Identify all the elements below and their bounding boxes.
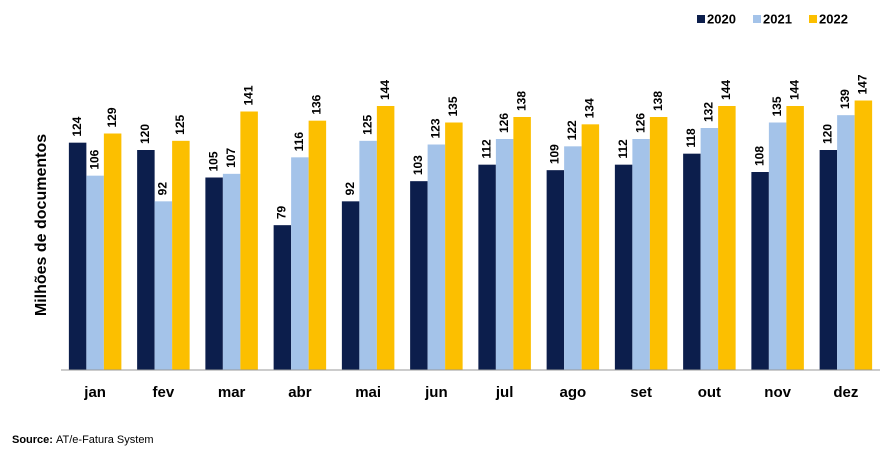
legend-swatch (697, 15, 705, 23)
bar (649, 117, 668, 370)
bar (103, 133, 122, 370)
bar (632, 139, 650, 370)
x-tick-label: mai (355, 384, 381, 401)
bar (445, 122, 463, 370)
value-label: 103 (411, 155, 425, 175)
x-tick-label: dez (833, 384, 858, 401)
bar (513, 117, 531, 370)
bar (222, 173, 241, 370)
bar (341, 201, 360, 370)
value-label: 134 (583, 98, 597, 118)
x-tick-label: fev (153, 384, 175, 401)
bar (427, 144, 446, 370)
value-label: 144 (378, 80, 392, 100)
value-label: 79 (275, 205, 289, 219)
x-tick-label: nov (764, 384, 791, 401)
value-label: 126 (633, 113, 647, 133)
value-label: 138 (651, 91, 665, 111)
value-label: 124 (70, 116, 84, 136)
bar (240, 111, 258, 370)
x-tick-label: ago (560, 384, 587, 401)
bar (768, 122, 787, 370)
y-axis-label: Milhões de documentos (33, 134, 50, 316)
x-tick-label: jun (424, 384, 448, 401)
bar (359, 140, 377, 370)
bar (837, 115, 855, 371)
bar (495, 139, 514, 370)
legend-label: 2021 (763, 11, 792, 26)
value-label: 125 (173, 114, 187, 134)
legend-label: 2022 (819, 11, 848, 26)
value-label: 138 (514, 91, 528, 111)
x-tick-label: out (698, 384, 721, 401)
bar (614, 164, 633, 370)
bar (154, 201, 173, 370)
bar (786, 106, 804, 370)
bar (564, 146, 582, 370)
value-label: 107 (224, 147, 238, 167)
value-label: 118 (684, 128, 698, 148)
value-label: 122 (565, 120, 579, 140)
bar (700, 128, 719, 370)
value-label: 120 (138, 124, 152, 144)
value-label: 141 (241, 85, 255, 105)
value-label: 120 (821, 124, 835, 144)
value-label: 109 (548, 144, 562, 164)
bar (137, 150, 155, 370)
bar (410, 181, 428, 370)
value-label: 132 (702, 102, 716, 122)
value-label: 126 (497, 113, 511, 133)
bar (478, 164, 496, 370)
bar (308, 120, 327, 371)
value-label: 106 (87, 149, 101, 169)
legend-swatch (753, 15, 761, 23)
legend-swatch (809, 15, 817, 23)
value-label: 92 (343, 182, 357, 196)
value-label: 123 (429, 118, 443, 138)
bar (718, 106, 736, 370)
value-label: 105 (206, 151, 220, 171)
source: AT/e-Fatura System (56, 434, 154, 446)
value-label: 116 (292, 132, 306, 152)
x-tick-label: jul (495, 384, 514, 401)
bar (683, 153, 701, 370)
bar (273, 225, 292, 370)
x-tick-label: mar (218, 384, 246, 401)
bar (819, 150, 838, 370)
value-label: 112 (479, 139, 493, 159)
value-label: 136 (310, 94, 324, 114)
bar (86, 175, 104, 370)
bar (376, 106, 395, 370)
value-label: 144 (787, 80, 801, 100)
value-label: 139 (838, 89, 852, 109)
bar (291, 157, 309, 370)
value-label: 144 (719, 80, 733, 100)
value-label: 125 (360, 114, 374, 134)
source-label: Source: (12, 434, 53, 446)
value-label: 112 (616, 139, 630, 159)
bar (205, 177, 223, 370)
value-label: 135 (446, 96, 460, 116)
x-tick-label: set (630, 384, 652, 401)
value-label: 135 (770, 96, 784, 116)
x-tick-label: jan (83, 384, 106, 401)
value-label: 147 (856, 74, 870, 94)
bar (751, 172, 769, 370)
bar (546, 170, 565, 370)
bar (581, 124, 600, 370)
value-label: 108 (752, 146, 766, 166)
x-tick-label: abr (288, 384, 312, 401)
bar (854, 100, 873, 370)
bar (172, 140, 190, 370)
bar (68, 142, 87, 370)
value-label: 129 (105, 107, 119, 127)
value-label: 92 (156, 182, 170, 196)
legend-label: 2020 (707, 11, 736, 26)
